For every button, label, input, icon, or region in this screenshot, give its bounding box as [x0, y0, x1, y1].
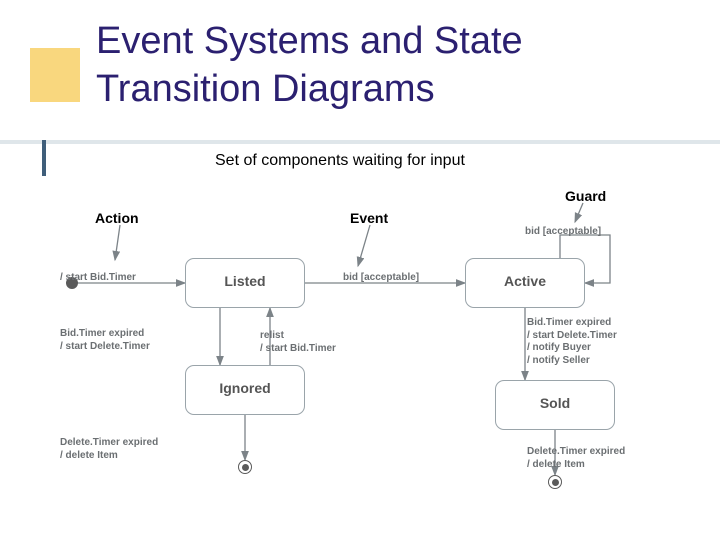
final-state-right-icon	[548, 475, 562, 489]
guard-pointer	[575, 203, 583, 222]
state-sold: Sold	[495, 380, 615, 430]
page-subtitle: Set of components waiting for input	[215, 152, 465, 170]
state-active: Active	[465, 258, 585, 308]
label-guard: Guard	[565, 188, 606, 204]
label-event: Event	[350, 210, 388, 226]
state-listed: Listed	[185, 258, 305, 308]
state-ignored: Ignored	[185, 365, 305, 415]
state-active-label: Active	[504, 273, 546, 289]
anno-start-bidtimer: / start Bid.Timer	[60, 272, 136, 285]
anno-bidtimer-sold: Bid.Timer expired / start Delete.Timer /…	[527, 317, 617, 367]
anno-bidtimer-ignored: Bid.Timer expired / start Delete.Timer	[60, 328, 150, 353]
label-action: Action	[95, 210, 139, 226]
final-state-left-icon	[238, 460, 252, 474]
state-ignored-label: Ignored	[219, 380, 270, 396]
slide-vertical-rule	[42, 140, 46, 176]
event-pointer	[358, 225, 370, 266]
state-sold-label: Sold	[540, 395, 570, 411]
anno-deletetimer-right: Delete.Timer expired / delete Item	[527, 446, 625, 471]
anno-relist: relist / start Bid.Timer	[260, 330, 336, 355]
state-listed-label: Listed	[224, 273, 265, 289]
anno-bid-acceptable-top: bid [acceptable]	[525, 226, 601, 239]
anno-bid-acceptable-mid: bid [acceptable]	[343, 272, 419, 285]
slide-accent-block	[30, 48, 80, 102]
action-pointer	[115, 225, 120, 260]
slide-horizontal-rule	[0, 140, 720, 144]
anno-deletetimer-left: Delete.Timer expired / delete Item	[60, 437, 158, 462]
page-title: Event Systems and State Transition Diagr…	[96, 18, 656, 113]
state-diagram: Listed Active Ignored Sold Action Event …	[60, 180, 680, 510]
